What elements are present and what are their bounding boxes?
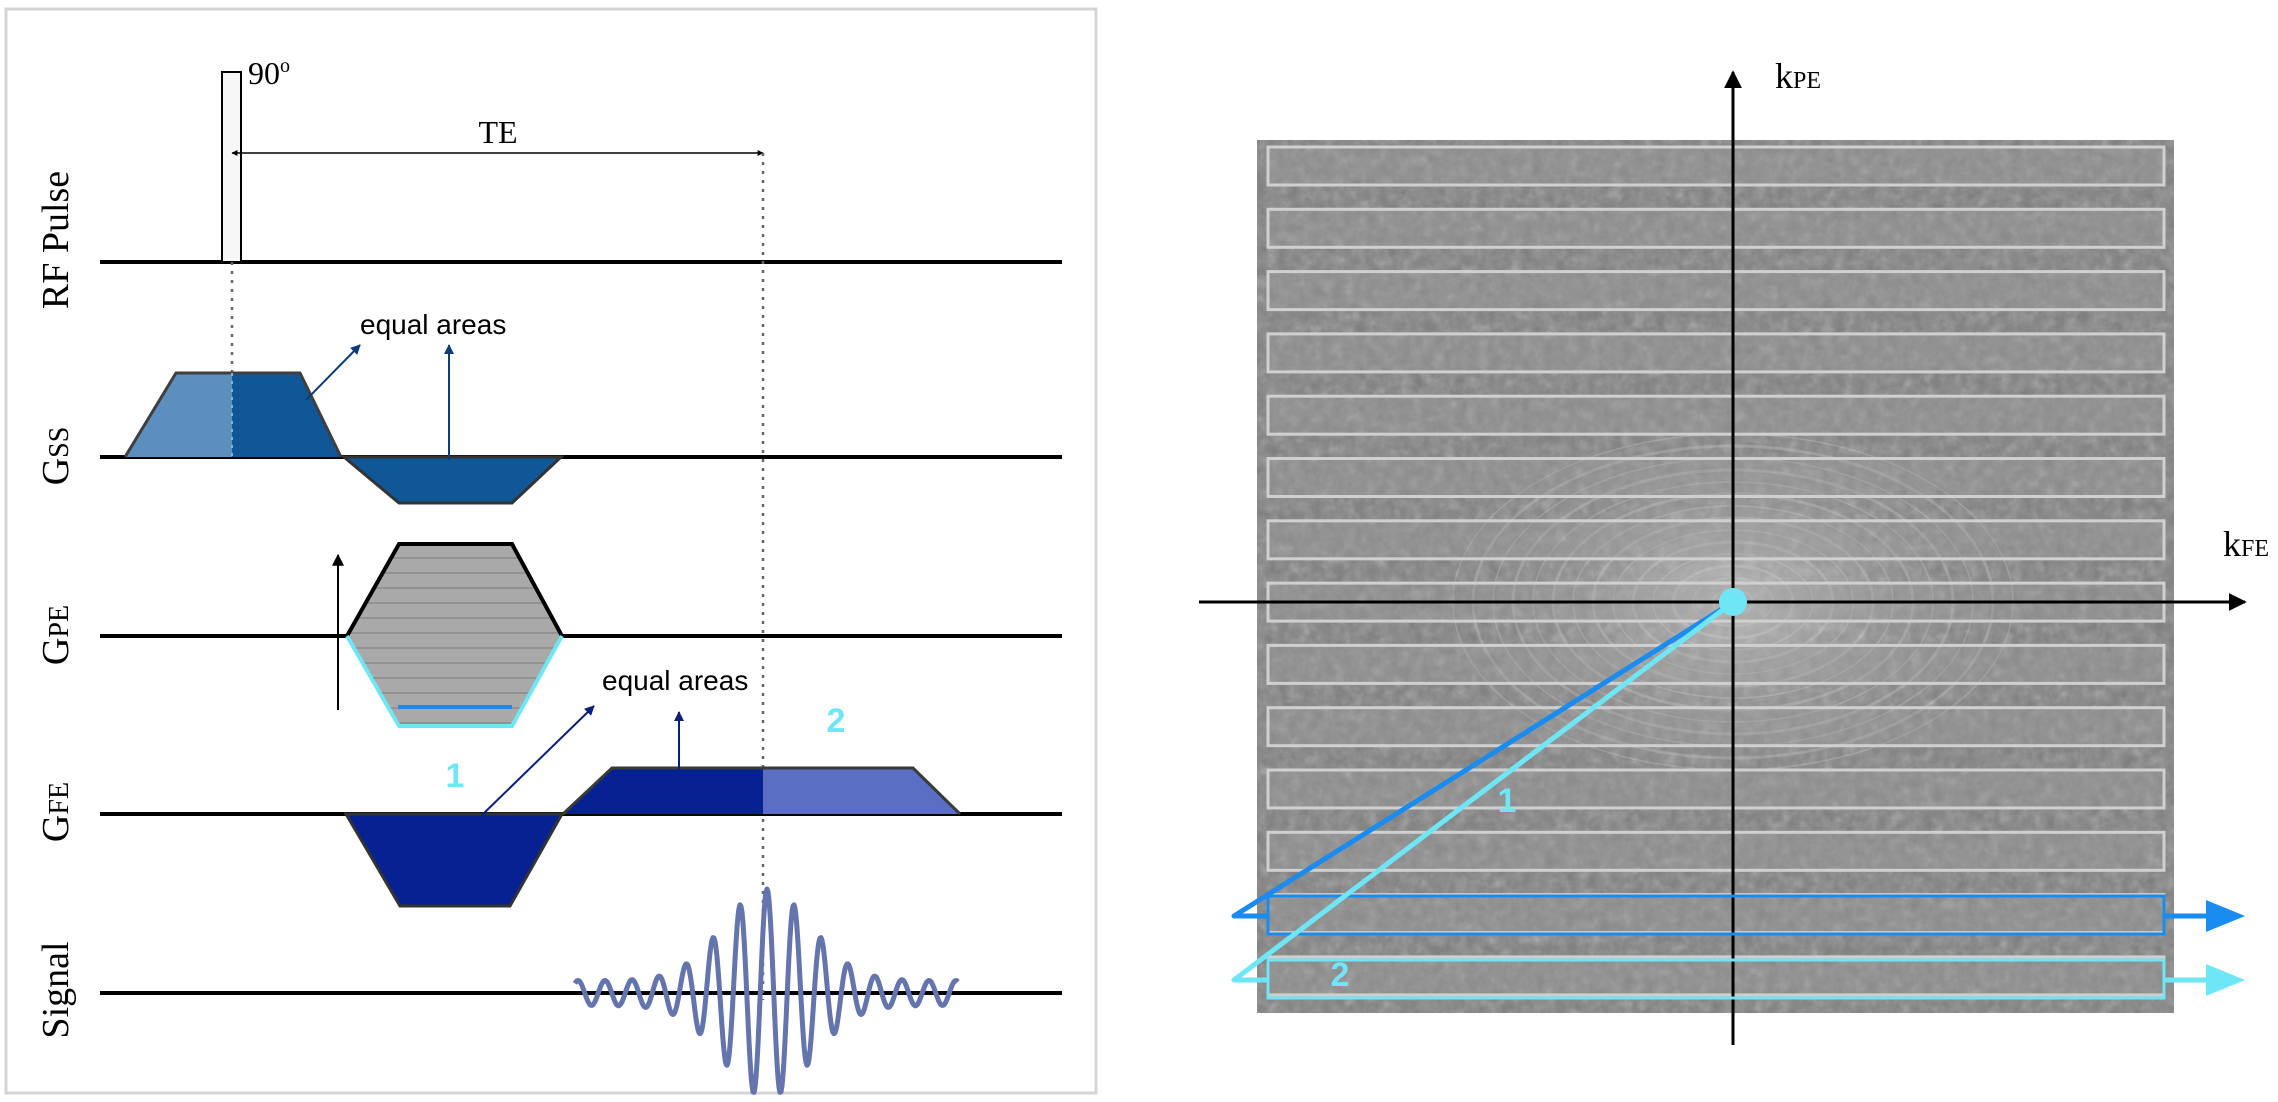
kspace-line bbox=[1266, 457, 2166, 498]
sequence-frame bbox=[4, 7, 1098, 1095]
gss-slice-select-lobe-first-half bbox=[125, 373, 232, 457]
te-label: TE bbox=[478, 114, 517, 150]
kspace-line bbox=[1266, 270, 2166, 312]
gfe-readout-outline bbox=[561, 766, 962, 816]
sequence-marker-2: 2 bbox=[827, 702, 846, 740]
row-label-gss: GSS bbox=[35, 427, 77, 486]
kspace-line bbox=[1266, 394, 2166, 436]
gpe-lower-outline bbox=[345, 634, 564, 728]
row-label-gpe: GPE bbox=[35, 605, 77, 665]
kpe-axis-label: kPE bbox=[1775, 56, 1821, 96]
kspace-line bbox=[1266, 519, 2166, 561]
gfe-equal-areas-arrow-1 bbox=[481, 705, 595, 816]
gfe-equal-areas-label: equal areas bbox=[602, 665, 748, 696]
kspace-line bbox=[1266, 643, 2166, 685]
gss-lobe-outline bbox=[123, 371, 343, 458]
gpe-phase-encode-table bbox=[347, 544, 562, 726]
kspace-line bbox=[1266, 893, 2166, 935]
kspace-line bbox=[1266, 145, 2166, 187]
gpe-upper-outline bbox=[345, 542, 564, 637]
trajectory-1-arrow-head bbox=[2206, 900, 2245, 932]
trajectory-1-dephase bbox=[1231, 599, 1735, 919]
kspace-line bbox=[1266, 332, 2166, 374]
gss-rephase-lobe bbox=[339, 455, 565, 505]
kspace-diagram: kPE kFE 1 2 bbox=[1199, 56, 2269, 1045]
echo-signal-waveform bbox=[572, 886, 960, 1095]
trajectory-2-arrow-head bbox=[2206, 964, 2245, 996]
gpe-table-lines bbox=[349, 557, 561, 724]
row-label-gfe: GFE bbox=[35, 782, 77, 842]
kspace-origin-point bbox=[1719, 588, 1747, 616]
rf-pulse-block bbox=[221, 71, 242, 263]
kspace-line bbox=[1266, 706, 2166, 748]
kspace-line bbox=[1266, 207, 2166, 249]
kspace-line bbox=[1266, 768, 2166, 810]
gfe-dephase-lobe bbox=[343, 812, 565, 908]
kfe-axis-label: kFE bbox=[2223, 524, 2269, 564]
row-label-rf-pulse: RF Pulse bbox=[35, 171, 77, 309]
gfe-readout-lobe-second-half bbox=[763, 768, 960, 814]
kspace-marker-2: 2 bbox=[1331, 956, 1350, 994]
row-label-signal: Signal bbox=[35, 941, 77, 1038]
gss-equal-areas-arrow-1 bbox=[305, 344, 361, 401]
kspace-line bbox=[1266, 955, 2166, 997]
gss-equal-areas-label: equal areas bbox=[360, 309, 506, 340]
gfe-readout-lobe-first-half bbox=[563, 768, 763, 814]
pulse-sequence-diagram: RF Pulse GSS GPE GFE Signal 90o TE equal… bbox=[4, 7, 1098, 1095]
flip-angle-label: 90o bbox=[248, 55, 290, 91]
gss-slice-select-lobe-second-half bbox=[232, 373, 341, 457]
sequence-marker-1: 1 bbox=[446, 757, 465, 795]
trajectory-2-dephase bbox=[1231, 600, 1735, 983]
kspace-marker-1: 1 bbox=[1498, 782, 1517, 820]
